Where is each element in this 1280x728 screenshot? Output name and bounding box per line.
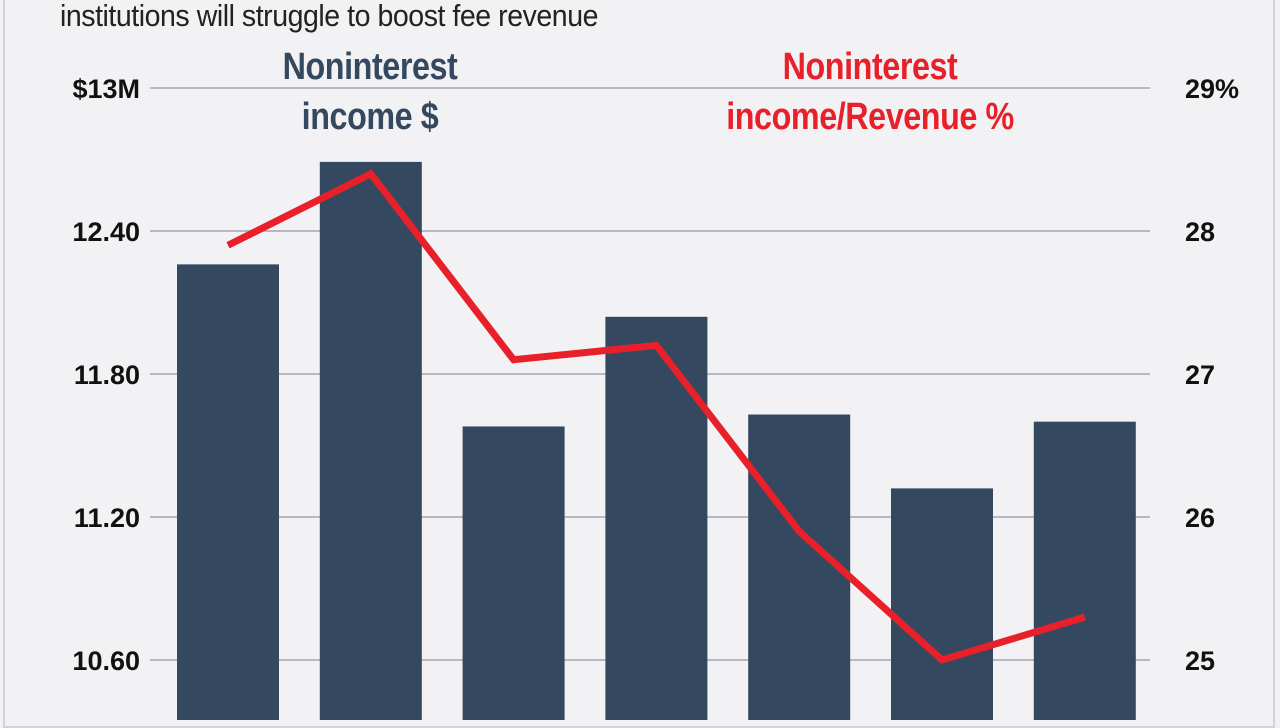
left-tick-label: 11.80 <box>74 360 140 390</box>
legend-bar-series: Noninterest income $ <box>251 42 489 142</box>
right-tick-label: 29% <box>1185 74 1239 104</box>
legend-bar-line2: income $ <box>251 92 489 142</box>
left-tick-label: 12.40 <box>72 217 140 247</box>
bar <box>463 426 565 720</box>
bar <box>891 488 993 720</box>
bar <box>320 162 422 720</box>
legend-bar-line1: Noninterest <box>251 42 489 92</box>
bar <box>177 264 279 720</box>
left-tick-label: $13M <box>72 74 140 104</box>
legend-line-line1: Noninterest <box>675 42 1066 92</box>
left-tick-label: 10.60 <box>72 646 140 676</box>
bar <box>1034 422 1136 720</box>
legend-line-line2: income/Revenue % <box>675 92 1066 142</box>
legend-line-series: Noninterest income/Revenue % <box>675 42 1066 142</box>
right-tick-label: 25 <box>1185 646 1215 676</box>
right-tick-label: 28 <box>1185 217 1215 247</box>
bar <box>605 317 707 720</box>
right-tick-label: 27 <box>1185 360 1215 390</box>
right-tick-label: 26 <box>1185 503 1215 533</box>
left-tick-label: 11.20 <box>74 503 140 533</box>
